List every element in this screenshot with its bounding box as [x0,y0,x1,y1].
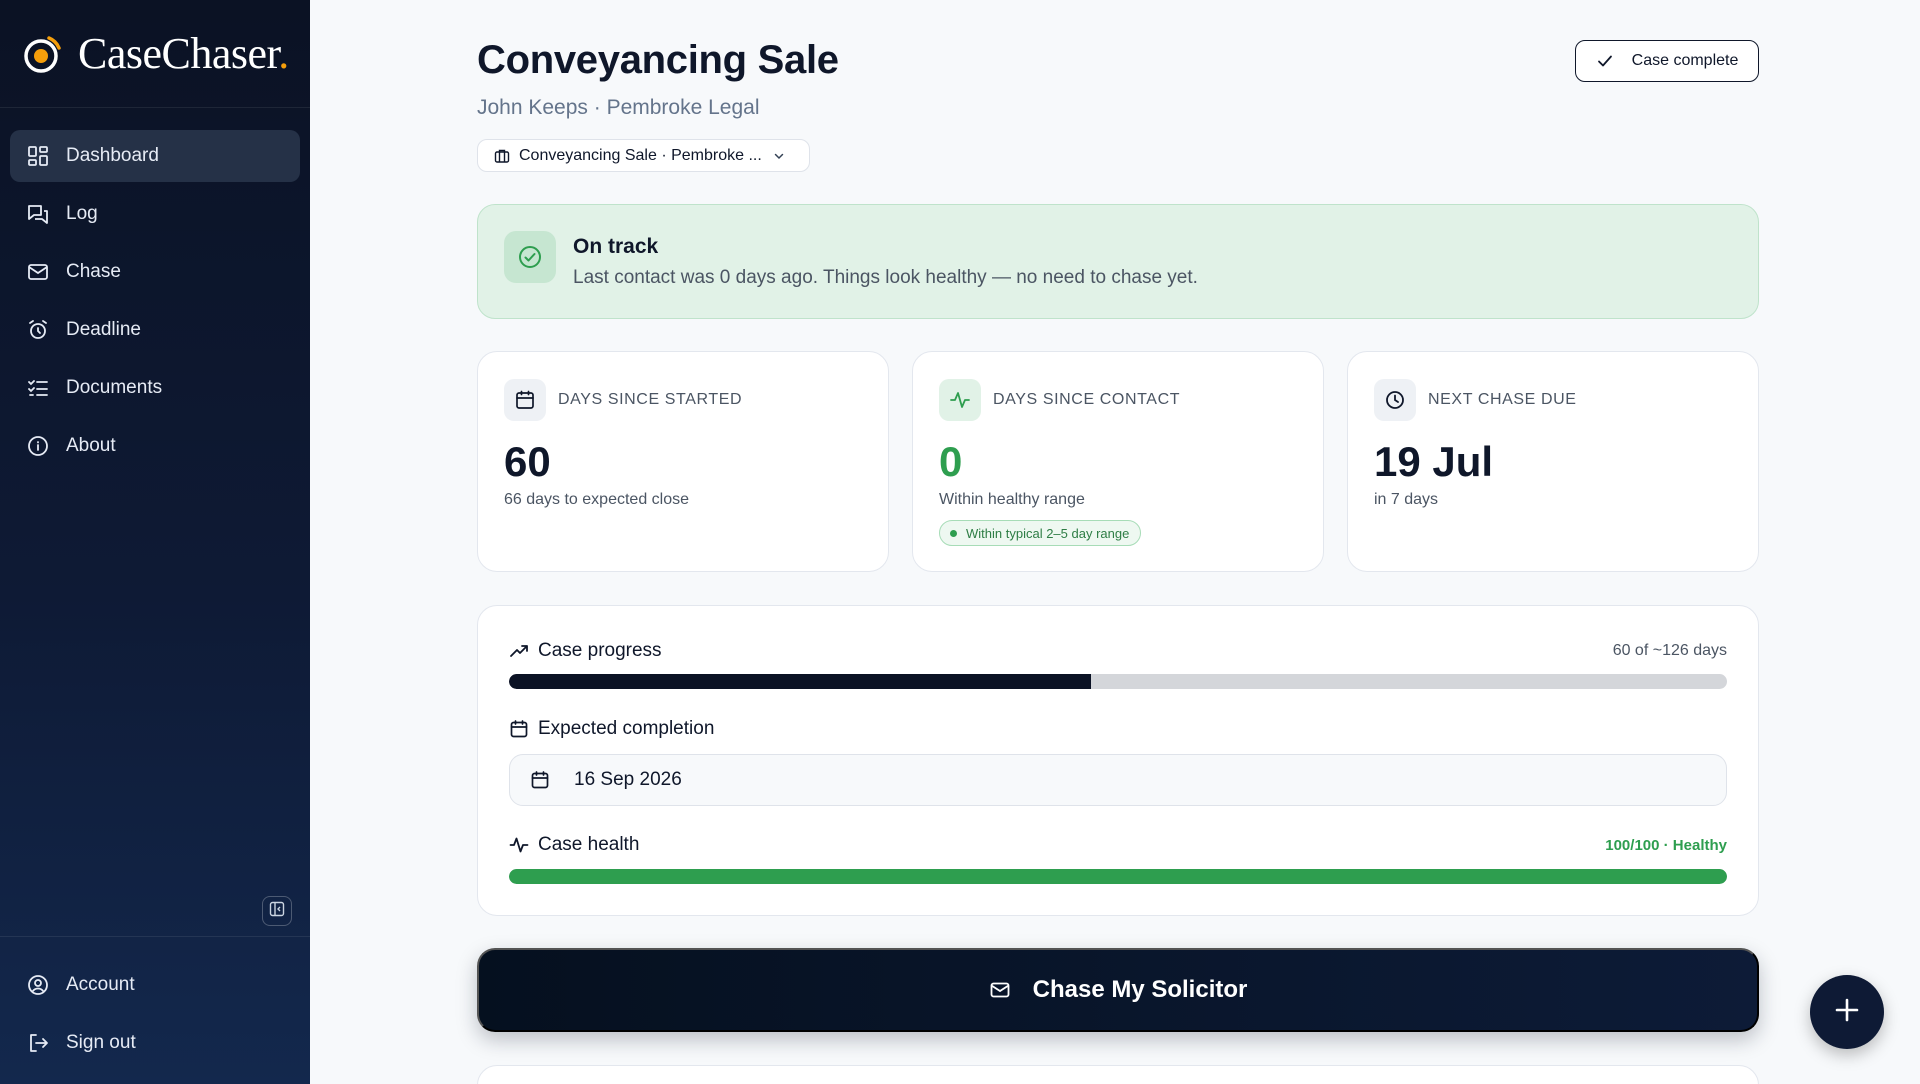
logo-icon [22,34,62,74]
sidebar-item-label: Documents [66,377,163,398]
case-progress-days: 60 of ~126 days [1612,642,1727,659]
expected-completion-value: 16 Sep 2026 [574,769,682,790]
sidebar-item-deadline[interactable]: Deadline [10,304,300,356]
sidebar-item-documents[interactable]: Documents [10,362,300,414]
sidebar-item-label: Account [66,974,135,995]
sign-out-icon [26,1031,50,1055]
status-text: Last contact was 0 days ago. Things look… [573,267,1198,288]
briefcase-icon [494,148,510,164]
checklist-icon [26,376,50,400]
chat-log-icon [26,202,50,226]
brand[interactable]: CaseChaser. [0,0,310,108]
page-subtitle: John Keeps · Pembroke Legal [477,96,760,119]
sidebar-item-sign-out[interactable]: Sign out [12,1017,298,1069]
case-health-score: 100/100 · Healthy [1605,837,1727,854]
stat-value: 60 [504,438,551,485]
sidebar-item-chase[interactable]: Chase [10,246,300,298]
sidebar-item-label: Log [66,203,98,224]
page-title: Conveyancing Sale [477,38,839,82]
trending-up-icon [509,641,529,661]
calendar-icon [530,770,550,790]
sidebar-nav: Dashboard Log Chase Deadline Documents [0,108,310,472]
stat-label: NEXT CHASE DUE [1428,391,1577,408]
check-circle-icon [504,231,556,283]
sidebar-collapse-icon [269,901,285,922]
case-health-fill [509,869,1727,884]
case-progress-title: Case progress [509,640,662,662]
user-circle-icon [26,973,50,997]
case-select-value: Conveyancing Sale · Pembroke ... [519,146,762,164]
case-complete-label: Case complete [1631,52,1739,69]
collapse-sidebar-button[interactable] [262,896,292,926]
activity-icon [509,835,529,855]
stat-label: DAYS SINCE STARTED [558,391,743,408]
chase-my-solicitor-button[interactable]: Chase My Solicitor [477,948,1759,1032]
status-title: On track [573,235,659,258]
expected-completion-title: Expected completion [509,718,714,740]
alarm-clock-icon [26,318,50,342]
sidebar-item-label: About [66,435,116,456]
status-dot [950,529,957,537]
sidebar-item-about[interactable]: About [10,420,300,472]
case-progress-label: Case progress [538,640,662,661]
sidebar-item-account[interactable]: Account [12,959,298,1011]
stat-card-days-since-contact: DAYS SINCE CONTACT 0 Within healthy rang… [912,351,1324,572]
calendar-icon [509,719,529,739]
sidebar-item-label: Deadline [66,319,141,340]
case-select[interactable]: Conveyancing Sale · Pembroke ... [477,139,810,172]
sidebar-item-label: Sign out [66,1032,136,1053]
status-badge-label: Within typical 2–5 day range [966,525,1130,541]
sidebar-item-label: Chase [66,261,121,282]
clock-icon [1374,379,1416,421]
case-complete-button[interactable]: Case complete [1575,40,1759,82]
case-progress-card: Case progress 60 of ~126 days Expected c… [477,605,1759,916]
case-health-bar [509,869,1727,884]
dashboard-icon [26,144,50,168]
stat-card-days-started: DAYS SINCE STARTED 60 66 days to expecte… [477,351,889,572]
expected-completion-date-field[interactable]: 16 Sep 2026 [509,754,1727,806]
stat-subtext: Within healthy range [939,491,1085,508]
expected-completion-label: Expected completion [538,718,715,739]
stat-value: 0 [939,438,963,485]
case-progress-fill [509,674,1092,689]
next-section-card [477,1065,1759,1084]
plus-icon [1834,997,1860,1028]
mail-icon [989,979,1011,1001]
chevron-down-icon [772,149,786,163]
info-icon [26,434,50,458]
sidebar-item-label: Dashboard [66,145,159,166]
stat-subtext: 66 days to expected close [504,491,690,508]
mail-icon [26,260,50,284]
stat-value: 19 Jul [1374,438,1494,485]
brand-name: CaseChaser. [78,29,289,78]
case-health-label: Case health [538,834,640,855]
sidebar-footer: Account Sign out [0,936,310,1075]
add-entry-button[interactable] [1810,975,1884,1049]
stat-subtext: in 7 days [1374,491,1439,508]
sidebar-item-dashboard[interactable]: Dashboard [10,130,300,182]
case-progress-bar [509,674,1727,689]
chase-my-solicitor-label: Chase My Solicitor [1032,976,1248,1003]
activity-icon [939,379,981,421]
status-banner: On track Last contact was 0 days ago. Th… [477,204,1759,319]
sidebar: CaseChaser. Dashboard Log Chase Deadline [0,0,310,1084]
sidebar-item-log[interactable]: Log [10,188,300,240]
status-badge: Within typical 2–5 day range [939,520,1142,546]
calendar-icon [504,379,546,421]
check-icon [1596,52,1614,70]
stat-card-next-chase: NEXT CHASE DUE 19 Jul in 7 days [1347,351,1759,572]
case-health-title: Case health [509,834,639,856]
stat-label: DAYS SINCE CONTACT [993,391,1181,408]
